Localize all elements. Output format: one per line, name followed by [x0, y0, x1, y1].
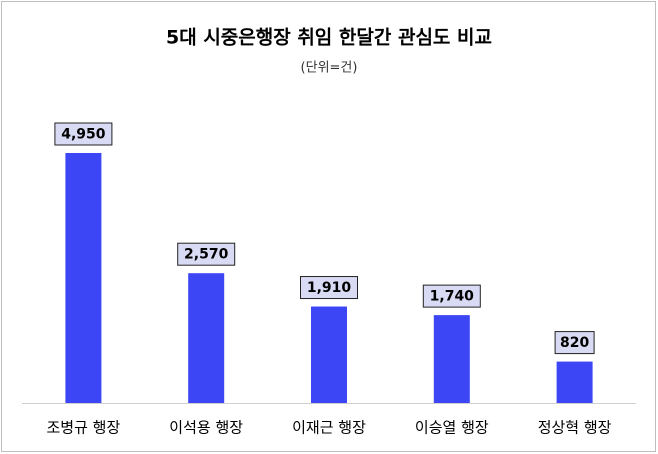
- x-tick-label: 이재근 행장: [292, 419, 366, 437]
- x-tick-label: 조병규 행장: [47, 419, 121, 437]
- x-tick-label: 이승열 행장: [415, 419, 489, 437]
- x-tick-label: 이석용 행장: [169, 419, 243, 437]
- value-label: 820: [560, 335, 589, 351]
- x-tick-label: 정상혁 행장: [538, 419, 612, 437]
- value-label: 1,740: [430, 289, 475, 305]
- value-label-box: [422, 284, 481, 308]
- bar: [311, 306, 347, 403]
- bar: [65, 153, 102, 403]
- bar: [188, 273, 225, 403]
- value-label-box: [554, 331, 595, 355]
- value-label-box: [300, 276, 358, 300]
- value-label: 4,950: [61, 127, 106, 143]
- chart-subtitle: (단위=건): [301, 61, 358, 76]
- value-label-box: [54, 122, 113, 146]
- bar: [556, 361, 593, 403]
- bar: [433, 315, 470, 403]
- chart-title: 5대 시중은행장 취임 한달간 관심도 비교: [166, 27, 492, 49]
- value-label: 1,910: [307, 280, 352, 296]
- value-label-box: [177, 242, 236, 266]
- value-label: 2,570: [184, 247, 229, 263]
